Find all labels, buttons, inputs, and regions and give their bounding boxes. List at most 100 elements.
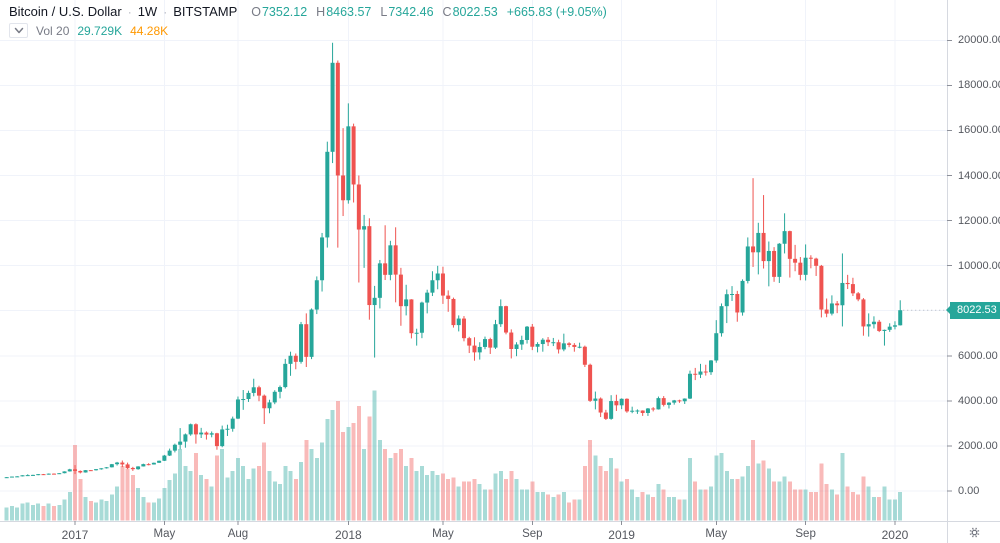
candle-body	[456, 318, 461, 326]
price-scale[interactable]: 20000.00 18000.00 16000.00 14000.00 12000.00…	[948, 0, 1000, 521]
candle-body	[730, 293, 735, 295]
volume-bar	[535, 491, 540, 521]
candle-body	[593, 398, 598, 401]
candle-body	[530, 326, 535, 347]
volume-bar	[850, 491, 855, 521]
candle-body	[482, 339, 487, 347]
candle-body	[850, 284, 855, 294]
volume-bar	[556, 494, 561, 521]
candle-body	[866, 324, 871, 327]
time-scale[interactable]: 2017 May Aug 2018 May Sep 2019 May Sep 2020	[0, 522, 947, 543]
volume-bar	[220, 449, 225, 521]
candle-body	[772, 250, 777, 277]
volume-bar	[120, 465, 125, 521]
separator-dot: ·	[163, 5, 168, 19]
volume-bar	[567, 502, 572, 521]
symbol-title[interactable]: Bitcoin / U.S. Dollar	[9, 4, 122, 19]
candle-body	[892, 325, 897, 327]
volume-bar	[803, 489, 808, 521]
candle-body	[766, 250, 771, 262]
candle-body	[151, 462, 156, 465]
candle-body	[220, 429, 225, 447]
volume-bar	[20, 503, 25, 521]
candle-body	[67, 469, 72, 472]
volume-bar	[577, 499, 582, 521]
candle-body	[498, 306, 503, 325]
volume-bar	[840, 452, 845, 521]
candle-body	[41, 474, 46, 476]
volume-bar	[666, 497, 671, 521]
volume-bar	[88, 501, 93, 521]
candle-body	[624, 398, 629, 412]
candle-body	[509, 332, 514, 349]
candle-body	[829, 303, 834, 314]
candle-body	[614, 401, 619, 406]
interval-label[interactable]: 1W	[137, 4, 158, 19]
volume-bar	[461, 481, 466, 521]
volume-bar	[83, 497, 88, 521]
candle-body	[845, 282, 850, 285]
time-axis-label: 2019	[608, 528, 635, 542]
exchange-label[interactable]: BITSTAMP	[173, 4, 238, 19]
candle-body	[567, 343, 572, 345]
candle-body	[740, 280, 745, 313]
candle-body	[651, 408, 656, 410]
volume-bar	[477, 484, 482, 521]
volume-bar	[745, 465, 750, 521]
scale-settings-button[interactable]	[948, 522, 1000, 543]
candle-body	[561, 343, 566, 350]
volume-bar	[525, 489, 530, 521]
legend-collapse-button[interactable]	[9, 23, 28, 38]
volume-bar	[703, 489, 708, 521]
volume-bar	[719, 452, 724, 521]
candle-body	[25, 475, 30, 477]
volume-bar	[330, 410, 335, 521]
volume-bar	[46, 503, 51, 521]
candle-body	[446, 295, 451, 299]
volume-bar	[793, 489, 798, 521]
candle-body	[808, 257, 813, 259]
volume-indicator-title[interactable]: Vol 20	[36, 23, 70, 38]
candle-body	[341, 175, 346, 201]
candle-body	[666, 402, 671, 405]
price-axis-label: 10000.00	[958, 259, 1000, 272]
candle-body	[404, 299, 409, 307]
candle-body	[751, 246, 756, 253]
candle-body	[803, 257, 808, 275]
candle-body	[782, 231, 787, 244]
volume-bar	[94, 502, 99, 521]
candle-body	[78, 470, 83, 473]
candle-body	[572, 344, 577, 347]
volume-bar	[151, 502, 156, 521]
candle-body	[230, 418, 235, 429]
low-value: 7342.46	[388, 5, 434, 19]
candle-body	[262, 395, 267, 409]
volume-bar	[351, 423, 356, 521]
volume-current-value: 29.729K	[77, 23, 123, 38]
candle-body	[525, 326, 530, 340]
candle-body	[388, 245, 393, 275]
candle-body	[225, 428, 230, 430]
volume-bar	[624, 478, 629, 521]
candle-body	[272, 391, 277, 403]
volume-bar	[740, 476, 745, 521]
volume-bar	[451, 477, 456, 521]
volume-bar	[346, 426, 351, 521]
candle-body	[877, 321, 882, 331]
candle-body	[677, 400, 682, 402]
volume-bar	[877, 497, 882, 521]
candle-body	[819, 265, 824, 310]
time-axis-label: Sep	[795, 528, 816, 540]
volume-bar	[588, 439, 593, 521]
volume-bar	[130, 475, 135, 521]
volume-bar	[546, 494, 551, 521]
candle-body	[251, 387, 256, 393]
candle-body	[372, 297, 377, 306]
open-label: O	[251, 5, 261, 19]
candle-body	[199, 432, 204, 435]
volume-bar	[798, 489, 803, 521]
candle-body	[314, 280, 319, 310]
volume-bar	[199, 475, 204, 521]
volume-bar	[551, 497, 556, 521]
